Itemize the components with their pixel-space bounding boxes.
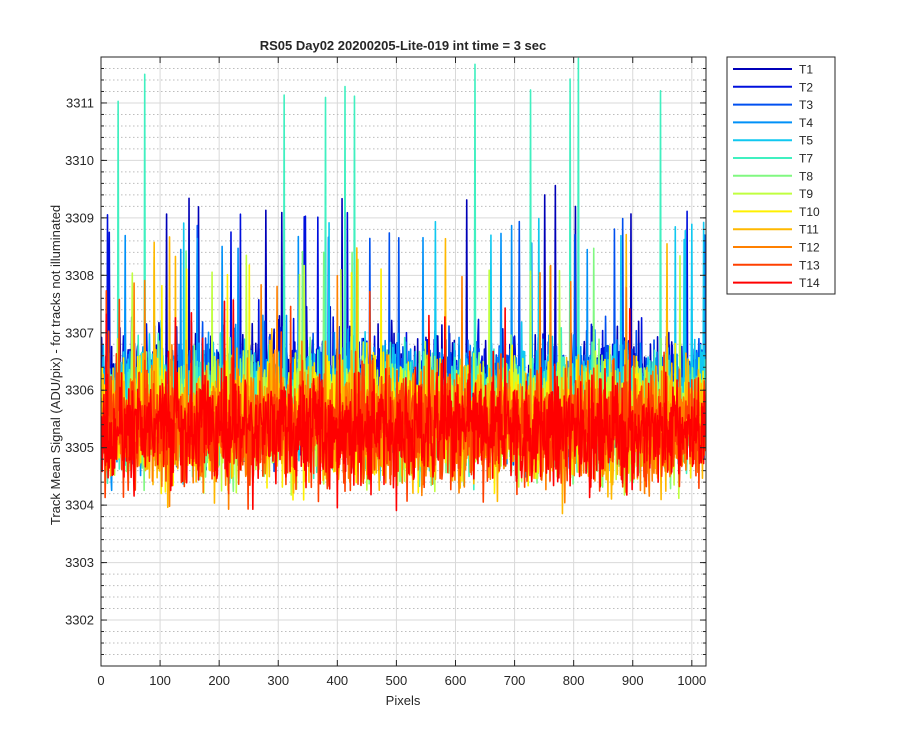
chart-title: RS05 Day02 20200205-Lite-019 int time = … xyxy=(260,38,547,53)
legend-label: T4 xyxy=(799,116,813,130)
legend-label: T8 xyxy=(799,169,813,183)
legend[interactable]: T1 T2 T3 T4 T5 T7 T8 T9 T10 T11 T12 T13 T14 xyxy=(726,56,836,295)
x-tick-label: 1000 xyxy=(677,673,706,688)
y-tick-label: 3311 xyxy=(66,95,94,110)
legend-item-t8[interactable]: T8 xyxy=(733,169,813,183)
y-tick-label: 3309 xyxy=(65,210,94,225)
x-tick-label: 600 xyxy=(445,673,467,688)
x-axis-label: Pixels xyxy=(386,693,421,708)
legend-item-t12[interactable]: T12 xyxy=(733,241,820,255)
legend-item-t1[interactable]: T1 xyxy=(733,63,813,77)
y-tick-label: 3310 xyxy=(65,153,94,168)
x-tick-label: 700 xyxy=(504,673,526,688)
legend-label: T1 xyxy=(799,63,813,77)
y-axis-label: Track Mean Signal (ADU/pix) - for tracks… xyxy=(48,205,63,525)
legend-item-t7[interactable]: T7 xyxy=(733,152,813,166)
legend-label: T5 xyxy=(799,134,813,148)
data-series-layer xyxy=(101,57,706,515)
legend-label: T2 xyxy=(799,80,813,94)
x-tick-label: 0 xyxy=(97,673,104,688)
legend-label: T14 xyxy=(799,276,820,290)
x-tick-label: 500 xyxy=(386,673,408,688)
x-tick-label: 300 xyxy=(267,673,289,688)
legend-item-t5[interactable]: T5 xyxy=(733,134,813,148)
y-tick-label: 3307 xyxy=(65,325,94,340)
legend-label: T9 xyxy=(799,187,813,201)
legend-item-t10[interactable]: T10 xyxy=(733,205,820,219)
series-line-t14 xyxy=(101,299,706,512)
x-tick-label: 100 xyxy=(149,673,171,688)
axis-ticks: 0 100 200 300 400 500 600 700 800 900 1000 3302 3303… xyxy=(65,56,706,688)
y-tick-label: 3306 xyxy=(65,383,94,398)
legend-label: T13 xyxy=(799,258,820,272)
legend-entries: T1 T2 T3 T4 T5 T7 T8 T9 T10 T11 T12 T13 T14 xyxy=(733,63,820,290)
legend-label: T3 xyxy=(799,98,813,112)
y-tick-label: 3302 xyxy=(65,613,94,628)
legend-item-t4[interactable]: T4 xyxy=(733,116,813,130)
legend-item-t9[interactable]: T9 xyxy=(733,187,813,201)
x-tick-label: 900 xyxy=(622,673,644,688)
legend-item-t14[interactable]: T14 xyxy=(733,276,820,290)
legend-label: T10 xyxy=(799,205,820,219)
legend-item-t13[interactable]: T13 xyxy=(733,258,820,272)
y-tick-label: 3304 xyxy=(65,498,94,513)
x-tick-label: 200 xyxy=(208,673,230,688)
legend-label: T7 xyxy=(799,152,813,166)
legend-item-t3[interactable]: T3 xyxy=(733,98,813,112)
legend-item-t11[interactable]: T11 xyxy=(733,223,819,237)
y-tick-label: 3303 xyxy=(65,555,94,570)
legend-item-t2[interactable]: T2 xyxy=(733,80,813,94)
legend-label: T12 xyxy=(799,241,820,255)
y-tick-label: 3305 xyxy=(65,440,94,455)
y-tick-label: 3308 xyxy=(65,268,94,283)
x-tick-label: 400 xyxy=(326,673,348,688)
legend-label: T11 xyxy=(799,223,819,237)
plot-axes-box xyxy=(100,56,707,667)
x-tick-label: 800 xyxy=(563,673,585,688)
